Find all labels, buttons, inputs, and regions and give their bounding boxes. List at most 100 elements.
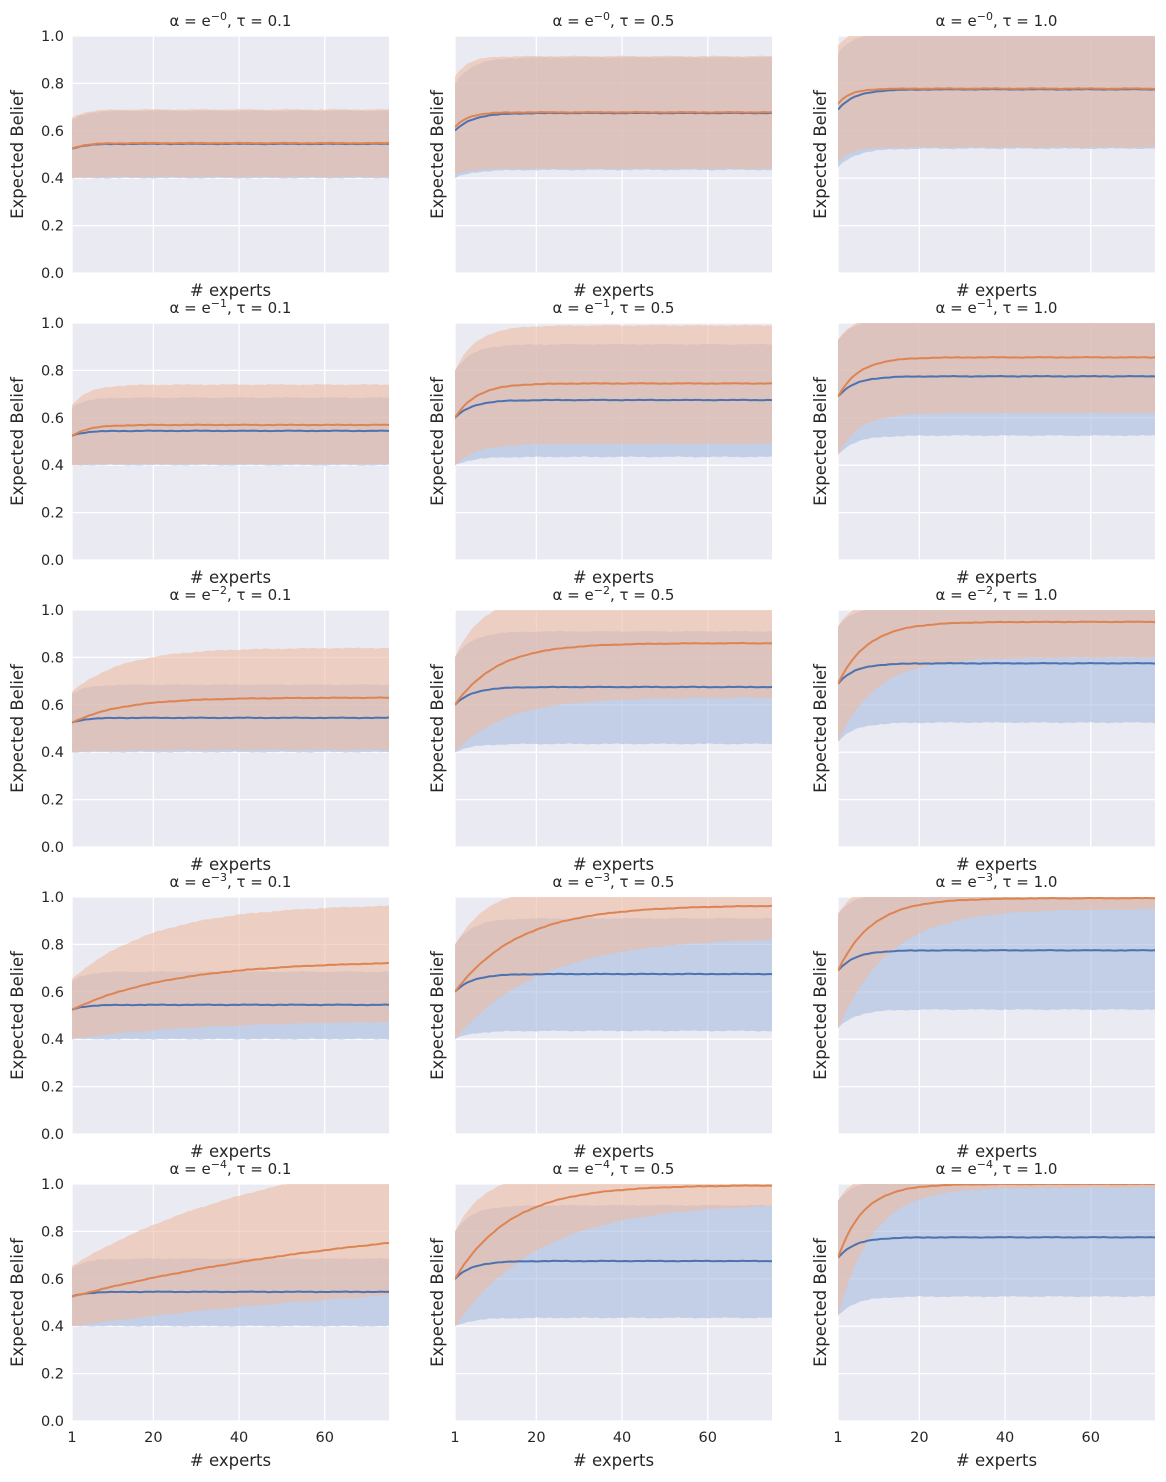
subplot-title: α = e−0, τ = 1.0 [936,10,1058,30]
ytick-label: 1.0 [41,890,64,906]
xtick-label: 20 [144,1430,162,1446]
orange-mean-line [838,1184,1155,1258]
blue-mean-line [455,685,772,706]
subplot-title: α = e−0, τ = 0.1 [170,10,292,30]
xtick-label: 1 [833,1430,842,1446]
ytick-label: 0.8 [41,1224,64,1240]
subplot-1-3: α = e−0, τ = 1.0 Expected Belief # experts [811,10,1155,300]
ytick-label: 0.4 [41,1319,64,1335]
xlabel: # experts [573,568,654,587]
ytick-label: 0.6 [41,698,64,714]
subplot-title: α = e−2, τ = 1.0 [936,584,1058,604]
ytick-label: 0.8 [41,650,64,666]
ytick-label: 0.8 [41,76,64,92]
xlabel: # experts [573,1142,654,1161]
blue-mean-line [72,1290,389,1298]
xtick-label: 40 [230,1430,248,1446]
ytick-label: 0.8 [41,363,64,379]
ytick-label: 0.2 [41,219,64,235]
subplot-title: α = e−3, τ = 1.0 [936,871,1058,891]
blue-mean-line [838,374,1155,398]
subplot-3-2: α = e−2, τ = 0.5 Expected Belief # experts [428,584,772,874]
orange-mean-line [838,620,1155,685]
ytick-label: 1.0 [41,29,64,45]
orange-mean-line [72,141,389,150]
orange-band [838,323,1155,456]
ytick-label: 1.0 [41,316,64,332]
ylabel: Expected Belief [811,1237,830,1367]
subplot-1-2: α = e−0, τ = 0.5 Expected Belief # experts [428,10,772,300]
subplot-5-1: α = e−4, τ = 0.1 0.0 0.2 0.4 0.6 0.8 1.0 Expect… [8,1158,389,1470]
xlabel: # experts [573,1451,654,1470]
xtick-label: 40 [996,1430,1014,1446]
xtick-label: 1 [67,1430,76,1446]
ylabel: Expected Belief [811,663,830,793]
orange-band [72,647,389,753]
orange-mean-line [838,87,1155,105]
blue-mean-line [72,716,389,724]
subplot-3-3: α = e−2, τ = 1.0 Expected Belief # experts [811,584,1155,874]
subplot-2-2: α = e−1, τ = 0.5 Expected Belief # experts [428,297,772,587]
blue-mean-line [72,429,389,437]
ylabel: Expected Belief [428,376,447,506]
blue-mean-line [455,972,772,993]
xlabel: # experts [956,855,1037,874]
subplot-4-3: α = e−3, τ = 1.0 Expected Belief # experts [811,871,1155,1161]
xlabel: # experts [190,855,271,874]
orange-mean-line [455,641,772,706]
xtick-label: 60 [699,1430,717,1446]
ytick-label: 0.6 [41,411,64,427]
ytick-label: 0.4 [41,171,64,187]
orange-mean-line [455,382,772,419]
xlabel: # experts [190,1451,271,1470]
orange-band [838,610,1155,742]
ylabel: Expected Belief [8,950,27,1080]
orange-band [838,36,1155,162]
xtick-label: 40 [613,1430,631,1446]
ytick-label: 0.4 [41,1032,64,1048]
subplot-4-1: α = e−3, τ = 0.1 0.0 0.2 0.4 0.6 0.8 1.0 Expect… [8,871,389,1161]
blue-mean-line [455,1259,772,1280]
orange-mean-line [455,110,772,128]
ylabel: Expected Belief [8,89,27,219]
ytick-label: 0.2 [41,1080,64,1096]
xlabel: # experts [573,281,654,300]
ytick-label: 0.2 [41,793,64,809]
orange-mean-line [455,1184,772,1280]
ylabel: Expected Belief [811,89,830,219]
xtick-label: 20 [527,1430,545,1446]
ytick-label: 0.0 [41,553,64,569]
blue-mean-line [72,1003,389,1011]
subplot-3-1: α = e−2, τ = 0.1 0.0 0.2 0.4 0.6 0.8 1.0 Expect… [8,584,389,874]
subplot-1-1: α = e−0, τ = 0.1 0.0 0.2 0.4 0.6 0.8 1.0 Expect… [8,10,389,300]
orange-band [838,897,1155,1029]
xtick-label: 1 [450,1430,459,1446]
orange-band [455,1184,772,1327]
ytick-label: 0.0 [41,1414,64,1430]
blue-mean-line [838,661,1155,685]
xlabel: # experts [573,855,654,874]
ytick-label: 1.0 [41,603,64,619]
ylabel: Expected Belief [428,663,447,793]
blue-mean-line [455,398,772,419]
orange-band [838,1184,1155,1317]
subplot-4-2: α = e−3, τ = 0.5 Expected Belief # experts [428,871,772,1161]
subplot-title: α = e−1, τ = 1.0 [936,297,1058,317]
ylabel: Expected Belief [811,950,830,1080]
orange-mean-line [838,897,1155,972]
orange-band [455,897,772,1039]
subplot-2-1: α = e−1, τ = 0.1 0.0 0.2 0.4 0.6 0.8 1.0 Expect… [8,297,389,587]
ytick-label: 0.0 [41,840,64,856]
orange-mean-line [455,904,772,993]
subplot-title: α = e−4, τ = 0.5 [553,1158,675,1178]
ytick-label: 0.8 [41,937,64,953]
xlabel: # experts [956,281,1037,300]
subplot-title: α = e−4, τ = 0.1 [170,1158,292,1178]
orange-mean-line [72,961,389,1011]
orange-mean-line [72,696,389,724]
ylabel: Expected Belief [428,89,447,219]
xtick-label: 60 [1082,1430,1100,1446]
subplot-2-3: α = e−1, τ = 1.0 Expected Belief # experts [811,297,1155,587]
subplot-5-3: α = e−4, τ = 1.0 Expected Belief 1 20 40 60 # … [811,1158,1155,1470]
orange-band [455,610,772,753]
